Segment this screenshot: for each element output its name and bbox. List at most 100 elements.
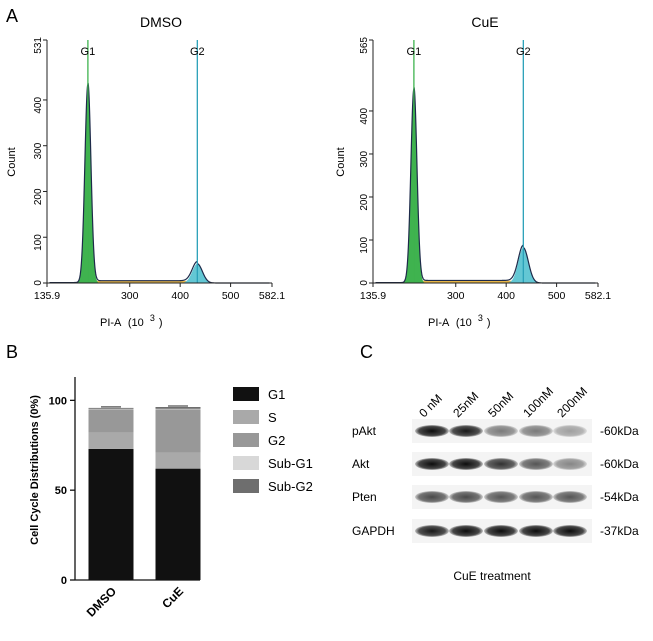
blot-band bbox=[519, 458, 553, 470]
legend-swatch bbox=[233, 456, 259, 470]
x-tick-label: 582.1 bbox=[259, 290, 285, 302]
x-tick-label: 300 bbox=[447, 290, 465, 302]
blot-band bbox=[449, 491, 483, 503]
y-tick-label: 100 bbox=[359, 237, 370, 254]
blot-band bbox=[484, 491, 518, 503]
x-tick-label: 400 bbox=[497, 290, 515, 302]
histogram-cue: CuE Count PI-A (10 3 ) G1 G2 0 100 200 300 400… bbox=[335, 14, 611, 329]
histogram-dmso: DMSO Count PI-A (10 3 ) G1 G2 0 100 200 300 40… bbox=[6, 14, 285, 329]
blot-band bbox=[553, 525, 587, 537]
legend-swatch bbox=[233, 387, 259, 401]
x-axis-label: PI-A (10 3 ) bbox=[100, 312, 163, 329]
s-phase-area bbox=[413, 280, 524, 283]
bar-segment-s bbox=[155, 452, 201, 469]
y-tick-label: 50 bbox=[55, 485, 67, 497]
panel-label-b: B bbox=[6, 342, 18, 362]
blot-band bbox=[415, 425, 449, 437]
x-tick-label: 500 bbox=[222, 290, 240, 302]
legend-swatch bbox=[233, 433, 259, 447]
histogram-title: CuE bbox=[471, 14, 498, 30]
y-tick-label: 300 bbox=[359, 151, 370, 168]
y-tick-label: 400 bbox=[33, 97, 44, 114]
lane-label: 200nM bbox=[554, 384, 590, 420]
blot-caption: CuE treatment bbox=[453, 569, 531, 583]
gate-label: G2 bbox=[516, 46, 531, 58]
y-tick-label: 200 bbox=[33, 188, 44, 205]
y-tick-label: 100 bbox=[49, 395, 67, 407]
y-tick-label: 0 bbox=[61, 575, 67, 587]
legend-label: G2 bbox=[268, 433, 285, 448]
x-axis-label: PI-A (10 3 ) bbox=[428, 312, 491, 329]
y-tick-label: 400 bbox=[359, 108, 370, 125]
x-tick-label: 135.9 bbox=[360, 290, 386, 302]
y-axis-label: Count bbox=[335, 147, 347, 176]
blot-band bbox=[449, 425, 483, 437]
protein-label: GAPDH bbox=[352, 524, 395, 538]
blot-band bbox=[415, 491, 449, 503]
blot-band bbox=[519, 425, 553, 437]
legend-label: Sub-G1 bbox=[268, 456, 313, 471]
fit-curve bbox=[375, 87, 596, 284]
blot-band bbox=[484, 525, 518, 537]
gate-label: G1 bbox=[407, 46, 422, 58]
y-tick-label: 531 bbox=[33, 37, 44, 54]
bar-segment-g2 bbox=[155, 409, 201, 453]
bar-segment-g2 bbox=[88, 409, 134, 433]
blot-band bbox=[519, 525, 553, 537]
bar-segment-sub-g1 bbox=[88, 408, 134, 410]
x-tick-label: 500 bbox=[548, 290, 566, 302]
blot-band bbox=[553, 491, 587, 503]
category-label: CuE bbox=[159, 584, 186, 611]
legend-label: Sub-G2 bbox=[268, 479, 313, 494]
y-tick-label: 0 bbox=[359, 280, 370, 286]
size-label: -37kDa bbox=[600, 524, 639, 538]
blot-band bbox=[484, 458, 518, 470]
y-tick-label: 300 bbox=[33, 142, 44, 159]
x-tick-label: 400 bbox=[171, 290, 189, 302]
blot-band bbox=[449, 458, 483, 470]
size-label: -60kDa bbox=[600, 424, 639, 438]
lane-label: 50nM bbox=[485, 389, 516, 420]
bar-segment-s bbox=[88, 432, 134, 449]
blot-band bbox=[484, 425, 518, 437]
histogram-title: DMSO bbox=[140, 14, 182, 30]
bar-segment-sub-g1 bbox=[155, 408, 201, 410]
blot-band bbox=[415, 458, 449, 470]
bar-segment-g1 bbox=[88, 448, 134, 580]
category-label: DMSO bbox=[84, 584, 119, 619]
lane-label: 0 nM bbox=[416, 391, 445, 420]
legend-label: S bbox=[268, 410, 277, 425]
gate-label: G1 bbox=[81, 46, 96, 58]
y-tick-label: 200 bbox=[359, 194, 370, 211]
bar-segment-sub-g2 bbox=[88, 407, 134, 409]
bar-segment-sub-g2 bbox=[155, 407, 201, 409]
y-tick-label: 565 bbox=[359, 37, 370, 54]
blot-band bbox=[553, 458, 587, 470]
protein-label: Akt bbox=[352, 457, 370, 471]
lane-label: 25nM bbox=[450, 389, 481, 420]
y-tick-label: 0 bbox=[33, 280, 44, 286]
legend-swatch bbox=[233, 479, 259, 493]
blot-band bbox=[519, 491, 553, 503]
y-tick-label: 100 bbox=[33, 234, 44, 251]
gate-label: G2 bbox=[190, 46, 205, 58]
fit-curve bbox=[49, 82, 270, 284]
x-tick-label: 135.9 bbox=[34, 290, 60, 302]
protein-label: pAkt bbox=[352, 424, 377, 438]
blot-band bbox=[449, 525, 483, 537]
legend-label: G1 bbox=[268, 387, 285, 402]
legend-swatch bbox=[233, 410, 259, 424]
blot-band bbox=[553, 425, 587, 437]
size-label: -60kDa bbox=[600, 457, 639, 471]
y-axis-label: Count bbox=[6, 147, 18, 176]
panel-label-c: C bbox=[360, 342, 373, 362]
bar-segment-g1 bbox=[155, 468, 201, 580]
panel-label-a: A bbox=[6, 6, 18, 26]
stacked-bar-chart: Cell Cycle Distributions (0%) 0 50 100 DMSO… bbox=[29, 377, 313, 620]
x-tick-label: 300 bbox=[121, 290, 139, 302]
protein-label: Pten bbox=[352, 490, 377, 504]
size-label: -54kDa bbox=[600, 490, 639, 504]
x-tick-label: 582.1 bbox=[585, 290, 611, 302]
s-phase-area bbox=[87, 280, 198, 283]
